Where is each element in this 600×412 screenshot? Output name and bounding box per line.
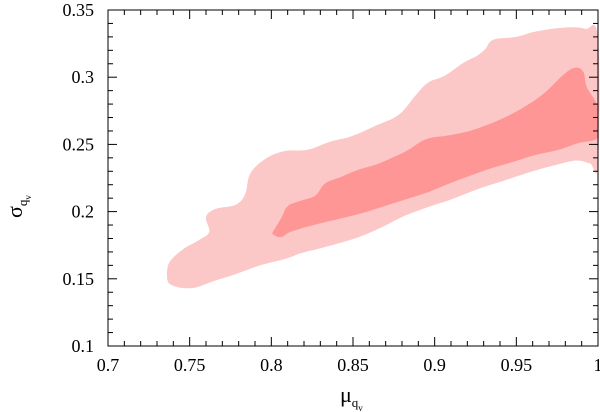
x-axis-label-sub: q (352, 395, 359, 410)
y-tick-label: 0.35 (63, 0, 95, 20)
x-tick-label: 0.9 (423, 355, 446, 375)
y-tick-label: 0.1 (72, 336, 95, 356)
contour-regions (166, 24, 600, 289)
x-tick-label: 1 (594, 355, 600, 375)
x-tick-label: 0.85 (337, 355, 369, 375)
y-axis-label: σqv (2, 195, 33, 218)
x-axis-label-base: μ (340, 382, 352, 407)
plot-frame (107, 9, 599, 347)
y-tick-label: 0.25 (63, 134, 95, 154)
x-axis-label: μqv (340, 382, 363, 412)
axis-ticks (107, 9, 599, 347)
y-axis-label-subsub: v (23, 195, 33, 200)
x-tick-label: 0.7 (97, 355, 120, 375)
x-tick-label: 0.8 (260, 355, 283, 375)
y-tick-label: 0.3 (72, 67, 95, 87)
x-tick-label: 0.75 (174, 355, 206, 375)
x-tick-label: 0.95 (501, 355, 533, 375)
y-axis-label-base: σ (2, 206, 27, 218)
contour-region-inner (272, 67, 599, 238)
x-tick-labels: 0.7 0.75 0.8 0.85 0.9 0.95 1 (97, 355, 600, 375)
x-axis-label-subsub: v (358, 403, 363, 412)
y-tick-labels: 0.1 0.15 0.2 0.25 0.3 0.35 (63, 0, 95, 356)
contour-region-outer (166, 24, 600, 289)
y-tick-label: 0.2 (72, 202, 95, 222)
y-axis-label-sub: q (15, 199, 30, 206)
y-tick-label: 0.15 (63, 269, 95, 289)
